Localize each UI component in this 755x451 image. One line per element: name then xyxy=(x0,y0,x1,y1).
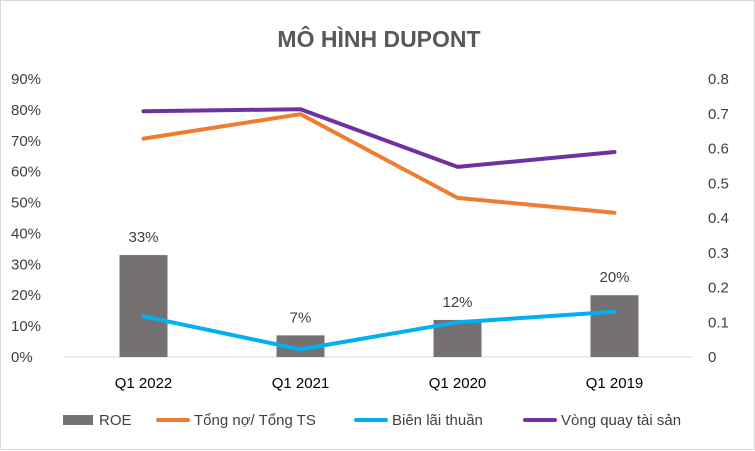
left-axis-tick-label: 90% xyxy=(11,71,41,88)
right-axis-tick-label: 0.6 xyxy=(708,141,729,158)
series-lines xyxy=(141,107,617,352)
roe-data-labels: 33% 7% 12% 20% xyxy=(128,229,629,326)
left-axis-tick-label: 40% xyxy=(11,225,41,242)
right-axis-tick-label: 0.2 xyxy=(708,280,729,297)
left-axis-tick-label: 10% xyxy=(11,318,41,335)
legend-swatch-bar xyxy=(63,415,93,425)
right-axis-tick-label: 0.3 xyxy=(708,245,729,262)
left-axis-tick-label: 80% xyxy=(11,102,41,119)
asset-turnover-line xyxy=(141,107,617,169)
legend-label: Vòng quay tài sản xyxy=(561,412,681,429)
debt-ratio-line xyxy=(141,112,617,215)
left-axis-tick-label: 30% xyxy=(11,256,41,273)
left-axis: 0% 10% 20% 30% 40% 50% 60% 70% 80% 90% xyxy=(11,71,41,366)
right-axis-tick-label: 0.1 xyxy=(708,314,729,331)
roe-data-label: 7% xyxy=(290,309,312,326)
right-axis-tick-label: 0.5 xyxy=(708,175,729,192)
roe-data-label: 20% xyxy=(599,269,629,286)
right-axis-tick-label: 0 xyxy=(708,349,716,366)
left-axis-tick-label: 60% xyxy=(11,164,41,181)
category-labels: Q1 2022 Q1 2021 Q1 2020 Q1 2019 xyxy=(115,375,644,392)
category-label: Q1 2022 xyxy=(115,375,173,392)
left-axis-tick-label: 50% xyxy=(11,195,41,212)
left-axis-tick-label: 20% xyxy=(11,287,41,304)
roe-data-label: 12% xyxy=(442,294,472,311)
right-axis-tick-label: 0.8 xyxy=(708,71,729,88)
category-label: Q1 2019 xyxy=(586,375,644,392)
category-label: Q1 2020 xyxy=(429,375,487,392)
right-axis: 0 0.1 0.2 0.3 0.4 0.5 0.6 0.7 0.8 xyxy=(708,71,729,366)
legend-label: Tổng nợ/ Tổng TS xyxy=(194,412,316,429)
legend: ROE Tổng nợ/ Tổng TS Biên lãi thuần Vòng qu… xyxy=(63,412,681,429)
roe-bars xyxy=(119,255,639,357)
legend-label: ROE xyxy=(99,412,132,429)
left-axis-tick-label: 70% xyxy=(11,133,41,150)
roe-bar xyxy=(119,255,168,357)
left-axis-tick-label: 0% xyxy=(11,349,33,366)
net-margin-line xyxy=(141,309,617,352)
chart-title: MÔ HÌNH DUPONT xyxy=(277,25,480,52)
legend-label: Biên lãi thuần xyxy=(392,412,483,429)
category-label: Q1 2021 xyxy=(272,375,330,392)
right-axis-tick-label: 0.7 xyxy=(708,106,729,123)
roe-bar xyxy=(276,335,325,357)
right-axis-tick-label: 0.4 xyxy=(708,210,729,227)
roe-data-label: 33% xyxy=(128,229,158,246)
roe-bar xyxy=(590,295,639,357)
